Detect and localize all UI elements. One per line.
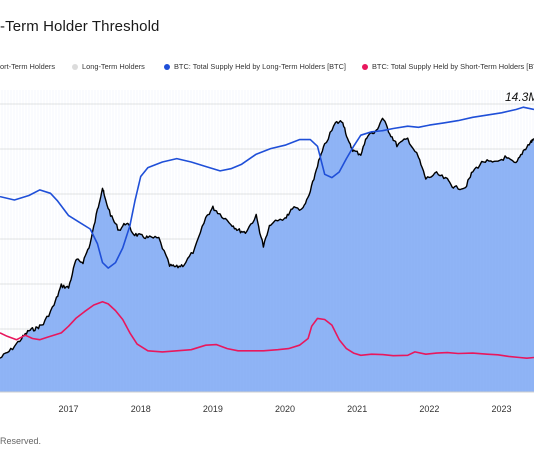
legend-swatch (164, 63, 170, 70)
legend-label: Long-Term Holders (82, 62, 145, 71)
legend-label: ort-Term Holders (0, 62, 56, 71)
series-lth-supply-line (0, 106, 534, 269)
x-tick-label: 2023 (492, 404, 512, 414)
copyright-footer: Reserved. (0, 436, 42, 446)
x-tick-label: 2022 (419, 404, 439, 414)
legend-item-lth-supply[interactable]: BTC: Total Supply Held by Long-Term Hold… (164, 62, 346, 71)
x-tick-label: 2017 (59, 404, 79, 414)
series-sth-supply-line (0, 300, 534, 359)
chart-title: -Term Holder Threshold (0, 18, 160, 35)
x-tick-label: 2020 (275, 404, 295, 414)
legend-item-long-term-holders[interactable]: Long-Term Holders (72, 62, 145, 71)
legend-swatch (72, 63, 78, 70)
x-tick-label: 2021 (347, 404, 367, 414)
price-area (0, 118, 534, 393)
legend-item-sth-supply[interactable]: BTC: Total Supply Held by Short-Term Hol… (362, 62, 534, 71)
legend: ort-Term Holders Long-Term Holders BTC: … (0, 62, 534, 78)
legend-item-short-term-holders[interactable]: ort-Term Holders (0, 62, 55, 71)
legend-label: BTC: Total Supply Held by Short-Term Hol… (372, 62, 534, 71)
legend-swatch (362, 63, 368, 70)
x-tick-label: 2019 (203, 404, 223, 414)
series-price-line (0, 117, 534, 359)
legend-label: BTC: Total Supply Held by Long-Term Hold… (174, 62, 346, 71)
x-tick-label: 2018 (131, 404, 151, 414)
lth-supply-annotation: 14.3M (505, 90, 534, 104)
